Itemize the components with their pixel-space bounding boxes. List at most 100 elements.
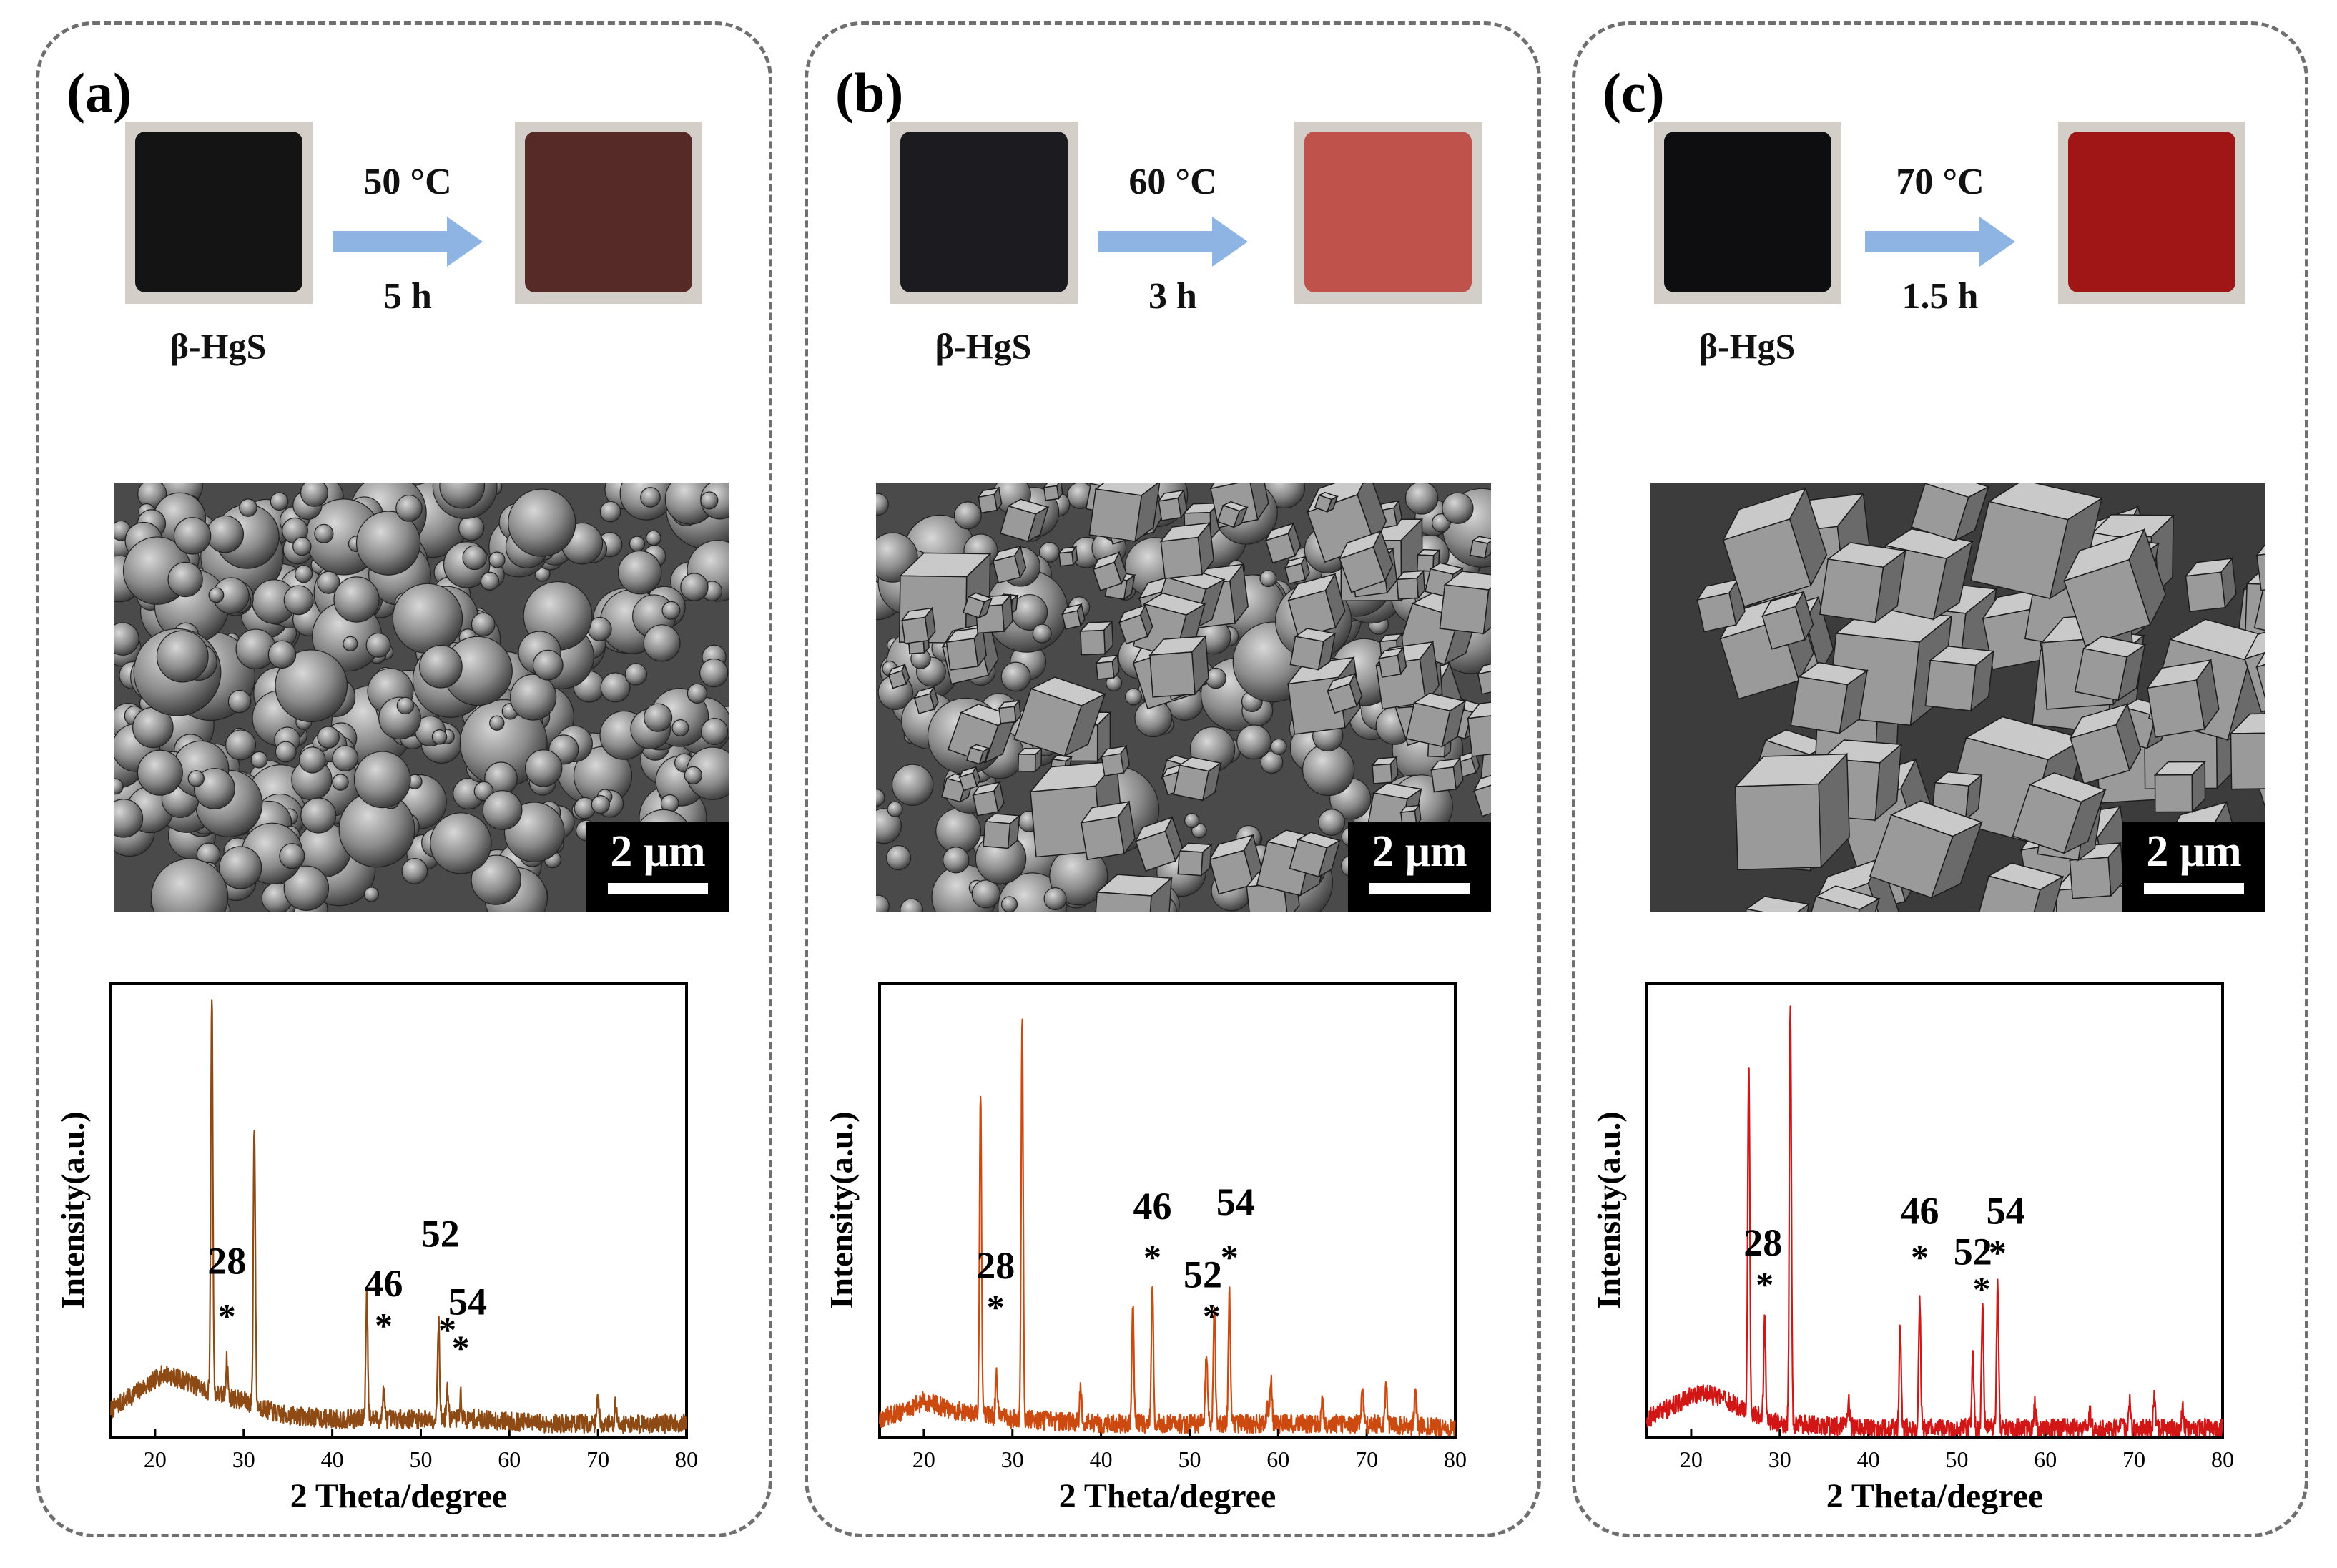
sem-crystal xyxy=(1974,862,2065,912)
xrd-chart: 20 30 40 50 60 70 80 2 Theta/degree Intensity(a.… xyxy=(54,982,698,1515)
panel-b-letter: (b) xyxy=(835,61,904,124)
sem-crystal xyxy=(900,606,936,644)
sem-particle xyxy=(431,729,448,745)
peak-label: 46 xyxy=(1900,1190,1939,1233)
scale-bar-label: 2 μm xyxy=(2146,827,2242,876)
sem-particle xyxy=(488,551,506,568)
sem-particle xyxy=(173,517,212,555)
x-tick-label: 30 xyxy=(232,1446,255,1472)
before-sample-photo xyxy=(1654,122,1841,304)
sem-particle xyxy=(396,696,415,715)
sem-crystal xyxy=(1043,483,1063,501)
sem-crystal xyxy=(1173,756,1223,802)
panel-a: (a) β-HgS 50 °C 5 h 2 μm 20 30 40 50 60 70 80 2… xyxy=(36,21,772,1537)
sem-crystal xyxy=(1209,834,1263,895)
sem-particle xyxy=(643,624,681,662)
peak-label: 52 xyxy=(1954,1231,1992,1273)
sem-particle xyxy=(599,501,621,523)
sem-crystal xyxy=(1970,483,2104,600)
sem-crystal xyxy=(1118,603,1153,645)
x-tick-label: 30 xyxy=(1001,1446,1024,1472)
sem-particle xyxy=(314,523,334,543)
sem-particle xyxy=(283,865,330,912)
sem-particle xyxy=(332,745,359,772)
sem-particle xyxy=(295,565,313,583)
after-sample-photo xyxy=(1294,122,1482,304)
sem-crystal xyxy=(1284,555,1310,585)
sem-crystal xyxy=(999,498,1050,543)
condition-temperature: 60 °C xyxy=(1128,162,1217,202)
x-tick-label: 60 xyxy=(2034,1446,2057,1472)
sem-crystal xyxy=(1733,752,1850,871)
peak-marker-star: * xyxy=(987,1287,1005,1327)
sem-particle xyxy=(332,774,349,791)
sem-crystal xyxy=(1910,483,1990,542)
x-tick-label: 60 xyxy=(1266,1446,1289,1472)
sem-crystal xyxy=(1017,747,1043,773)
scale-bar-label: 2 μm xyxy=(610,827,706,876)
sem-crystal xyxy=(992,544,1027,583)
sem-crystal xyxy=(1148,635,1209,698)
sem-crystal xyxy=(2255,536,2265,591)
sem-particle xyxy=(206,515,245,553)
x-axis-label: 2 Theta/degree xyxy=(290,1477,508,1515)
sem-particle xyxy=(156,630,209,683)
x-tick-label: 50 xyxy=(1178,1446,1201,1472)
sem-particle xyxy=(1302,743,1355,797)
after-sample-photo xyxy=(515,122,702,304)
sem-crystal xyxy=(1924,645,1995,712)
sem-particle xyxy=(701,718,729,746)
before-sample-photo xyxy=(890,122,1078,304)
sem-crystal xyxy=(2062,528,2167,647)
x-tick-label: 20 xyxy=(144,1446,167,1472)
sem-crystal xyxy=(1264,522,1302,564)
sem-particle xyxy=(671,719,689,736)
precursor-label: β-HgS xyxy=(1698,326,1796,366)
sem-particle xyxy=(489,715,505,731)
sem-particle xyxy=(699,658,729,688)
sem-crystal xyxy=(966,744,990,766)
sem-particle xyxy=(363,887,380,902)
panel-b: (b) β-HgS 60 °C 3 h 2 μm 20 30 40 50 60 70 80 2… xyxy=(805,21,1541,1537)
sem-crystal xyxy=(1819,542,1907,624)
sem-particle xyxy=(317,571,340,594)
peak-marker-star: * xyxy=(1143,1237,1161,1277)
sem-crystal xyxy=(2012,772,2107,854)
panel-c-letter: (c) xyxy=(1603,61,1665,124)
sem-crystal xyxy=(1377,646,1407,679)
sem-crystal xyxy=(1466,698,1491,757)
sem-crystal xyxy=(1095,654,1120,680)
peak-label: 54 xyxy=(1216,1180,1255,1223)
sem-crystal xyxy=(2184,557,2237,613)
x-tick-label: 40 xyxy=(321,1446,344,1472)
sem-particle xyxy=(1442,492,1474,524)
sem-particle xyxy=(114,778,124,795)
x-tick-label: 50 xyxy=(409,1446,432,1472)
sem-particle xyxy=(876,808,902,844)
x-tick-label: 70 xyxy=(586,1446,609,1472)
sem-crystal xyxy=(1395,569,1425,600)
sem-particle xyxy=(1000,661,1031,692)
sem-particle xyxy=(953,501,982,530)
sem-crystal xyxy=(2229,712,2265,790)
before-sample-swatch xyxy=(1664,132,1831,292)
sem-particle xyxy=(1043,887,1067,911)
sem-particle xyxy=(114,622,139,656)
sem-particle xyxy=(1318,809,1346,837)
peak-label: 46 xyxy=(1133,1185,1171,1228)
sem-particle xyxy=(187,770,205,787)
sem-crystal xyxy=(1790,661,1869,735)
sem-crystal xyxy=(945,626,988,671)
sem-particle xyxy=(1259,570,1277,588)
condition-time: 1.5 h xyxy=(1901,276,1979,317)
plot-frame xyxy=(109,982,688,1439)
condition-time: 5 h xyxy=(383,276,432,317)
plot-frame xyxy=(878,982,1457,1439)
xrd-chart: 20 30 40 50 60 70 80 2 Theta/degree Intensity(a.… xyxy=(823,982,1467,1515)
sem-image: 2 μm xyxy=(876,483,1491,912)
x-tick-label: 70 xyxy=(1355,1446,1378,1472)
sem-crystal xyxy=(1088,483,1161,543)
sem-particle xyxy=(684,766,703,785)
sem-crystal xyxy=(1134,816,1184,872)
